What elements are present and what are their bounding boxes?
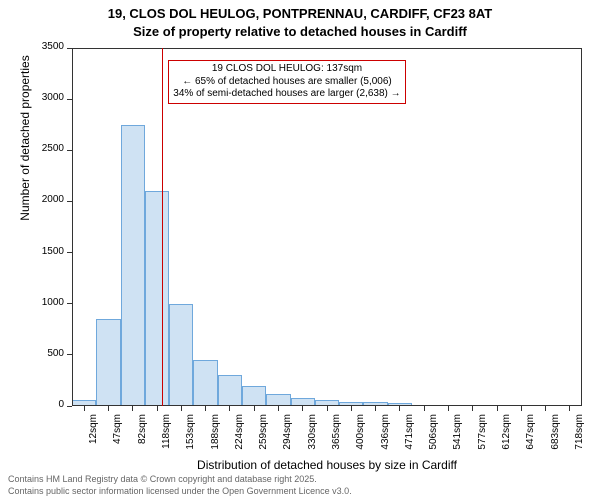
x-tick xyxy=(448,406,449,411)
x-tick xyxy=(84,406,85,411)
x-tick-label: 683sqm xyxy=(550,414,561,464)
histogram-bar xyxy=(121,125,145,406)
y-tick-label: 1500 xyxy=(24,246,64,257)
x-tick xyxy=(278,406,279,411)
x-tick xyxy=(181,406,182,411)
x-tick-label: 294sqm xyxy=(282,414,293,464)
x-tick-label: 718sqm xyxy=(574,414,585,464)
y-axis-line xyxy=(72,48,73,406)
histogram-bar xyxy=(169,304,193,406)
x-tick xyxy=(229,406,230,411)
y-tick-label: 2500 xyxy=(24,143,64,154)
annotation-box: 19 CLOS DOL HEULOG: 137sqm← 65% of detac… xyxy=(168,60,405,104)
x-tick-label: 365sqm xyxy=(331,414,342,464)
x-tick-label: 188sqm xyxy=(210,414,221,464)
chart-title-line1: 19, CLOS DOL HEULOG, PONTPRENNAU, CARDIF… xyxy=(0,6,600,21)
x-tick xyxy=(327,406,328,411)
top-axis-line xyxy=(72,48,582,49)
y-tick-label: 3000 xyxy=(24,92,64,103)
x-tick-label: 153sqm xyxy=(185,414,196,464)
x-tick xyxy=(302,406,303,411)
annotation-line: ← 65% of detached houses are smaller (5,… xyxy=(173,76,400,89)
x-tick xyxy=(375,406,376,411)
x-tick-label: 47sqm xyxy=(112,414,123,464)
x-tick-label: 118sqm xyxy=(161,414,172,464)
y-tick-label: 500 xyxy=(24,348,64,359)
x-tick xyxy=(472,406,473,411)
x-tick-label: 330sqm xyxy=(307,414,318,464)
x-tick-label: 471sqm xyxy=(404,414,415,464)
y-tick-label: 0 xyxy=(24,399,64,410)
footer-line2: Contains public sector information licen… xyxy=(8,486,352,496)
y-tick-label: 3500 xyxy=(24,41,64,52)
histogram-bar xyxy=(193,360,217,406)
x-tick xyxy=(521,406,522,411)
x-tick-label: 82sqm xyxy=(137,414,148,464)
x-tick-label: 259sqm xyxy=(258,414,269,464)
x-tick-label: 647sqm xyxy=(525,414,536,464)
chart-title-line2: Size of property relative to detached ho… xyxy=(0,24,600,39)
x-tick xyxy=(497,406,498,411)
x-tick xyxy=(205,406,206,411)
x-tick-label: 612sqm xyxy=(501,414,512,464)
property-marker-line xyxy=(162,48,163,406)
x-tick xyxy=(108,406,109,411)
histogram-bar xyxy=(242,386,266,406)
histogram-bar xyxy=(145,191,169,406)
x-tick xyxy=(424,406,425,411)
y-tick-label: 2000 xyxy=(24,194,64,205)
x-tick xyxy=(545,406,546,411)
x-tick xyxy=(254,406,255,411)
x-tick xyxy=(132,406,133,411)
x-tick-label: 577sqm xyxy=(477,414,488,464)
histogram-bar xyxy=(96,319,120,406)
x-tick-label: 506sqm xyxy=(428,414,439,464)
footer-line1: Contains HM Land Registry data © Crown c… xyxy=(8,474,317,484)
x-axis-line xyxy=(72,405,582,406)
x-tick-label: 541sqm xyxy=(452,414,463,464)
annotation-line: 34% of semi-detached houses are larger (… xyxy=(173,88,400,101)
x-tick xyxy=(399,406,400,411)
x-tick xyxy=(157,406,158,411)
x-tick xyxy=(351,406,352,411)
x-tick-label: 436sqm xyxy=(380,414,391,464)
annotation-line: 19 CLOS DOL HEULOG: 137sqm xyxy=(173,63,400,76)
x-tick-label: 224sqm xyxy=(234,414,245,464)
x-tick-label: 400sqm xyxy=(355,414,366,464)
histogram-bar xyxy=(218,375,242,406)
y-tick-label: 1000 xyxy=(24,297,64,308)
right-axis-line xyxy=(581,48,582,406)
x-tick xyxy=(569,406,570,411)
chart-plot-area: 19 CLOS DOL HEULOG: 137sqm← 65% of detac… xyxy=(72,48,582,406)
x-tick-label: 12sqm xyxy=(88,414,99,464)
